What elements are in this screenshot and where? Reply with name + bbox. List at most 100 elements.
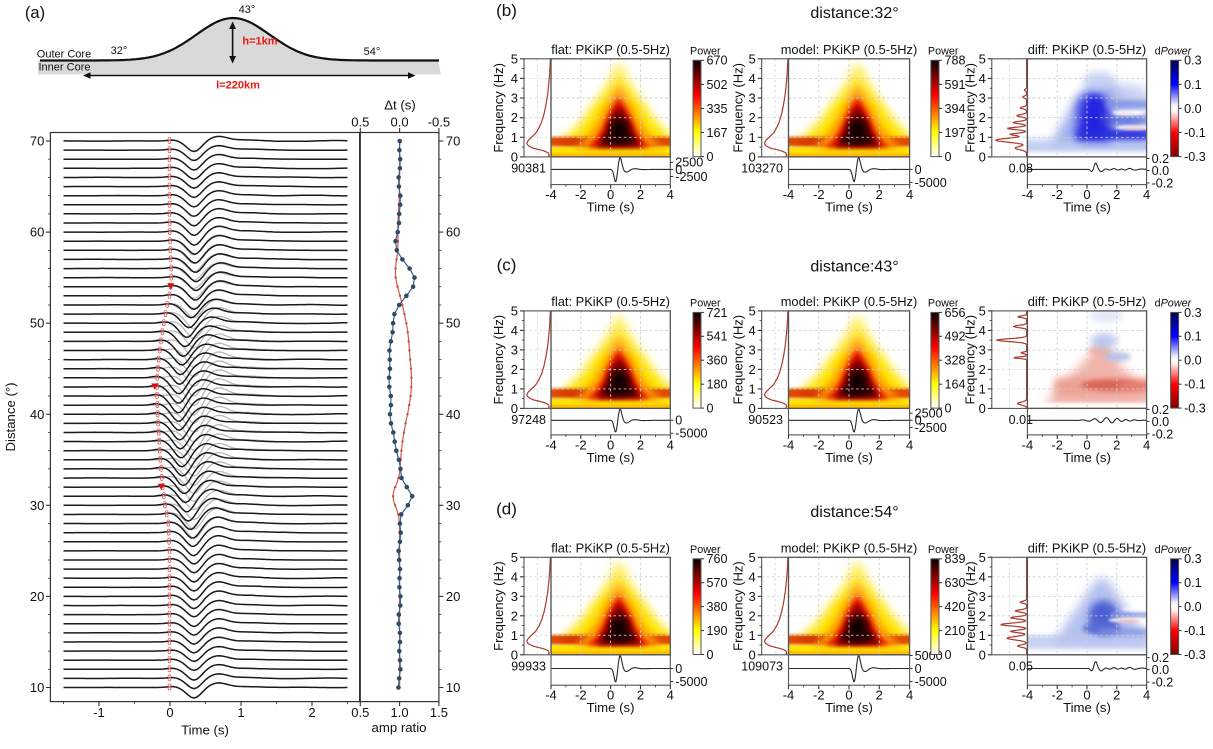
svg-text:0: 0 [511, 149, 518, 164]
svg-text:Frequency (Hz): Frequency (Hz) [491, 315, 506, 405]
svg-text:Time (s): Time (s) [1063, 700, 1111, 715]
svg-text:-2: -2 [575, 437, 587, 452]
svg-text:Time (s): Time (s) [587, 450, 635, 465]
svg-text:0: 0 [845, 688, 852, 703]
svg-text:-0.3: -0.3 [1184, 150, 1206, 164]
svg-text:-0.3: -0.3 [1184, 648, 1206, 662]
svg-text:0: 0 [607, 437, 614, 452]
svg-text:0: 0 [707, 648, 714, 662]
svg-text:0: 0 [166, 705, 173, 720]
svg-text:-2: -2 [813, 187, 825, 202]
svg-text:5: 5 [979, 550, 986, 565]
svg-text:1: 1 [748, 130, 755, 145]
svg-text:4: 4 [667, 688, 674, 703]
svg-text:-2: -2 [813, 688, 825, 703]
svg-text:model: PKiKP (0.5-5Hz): model: PKiKP (0.5-5Hz) [781, 294, 918, 309]
svg-text:2: 2 [511, 362, 518, 377]
svg-text:Frequency (Hz): Frequency (Hz) [963, 63, 978, 153]
svg-text:-0.5: -0.5 [428, 115, 450, 130]
svg-text:1: 1 [748, 381, 755, 396]
svg-text:40: 40 [446, 407, 460, 422]
svg-text:-5000: -5000 [675, 675, 707, 689]
svg-text:Time (s): Time (s) [1063, 450, 1111, 465]
svg-text:4: 4 [979, 569, 986, 584]
svg-text:Frequency (Hz): Frequency (Hz) [963, 315, 978, 405]
svg-text:0: 0 [945, 402, 952, 416]
svg-text:0: 0 [707, 150, 714, 164]
svg-text:dPower: dPower [1155, 544, 1192, 556]
svg-text:1: 1 [979, 381, 986, 396]
svg-text:l=220km: l=220km [216, 80, 260, 92]
svg-text:4: 4 [748, 569, 755, 584]
svg-text:721: 721 [707, 306, 728, 320]
svg-text:distance:32°: distance:32° [810, 5, 898, 22]
svg-text:Time (s): Time (s) [825, 700, 873, 715]
svg-text:Outer Core: Outer Core [37, 49, 91, 61]
svg-text:Power: Power [928, 45, 959, 57]
svg-text:0: 0 [1083, 437, 1090, 452]
svg-text:3: 3 [748, 91, 755, 106]
svg-text:70: 70 [30, 134, 44, 149]
svg-text:-0.2: -0.2 [1152, 176, 1174, 190]
svg-text:3: 3 [511, 342, 518, 357]
svg-text:60: 60 [446, 225, 460, 240]
svg-text:Time (s): Time (s) [825, 450, 873, 465]
svg-text:distance:54°: distance:54° [810, 504, 898, 521]
svg-text:20: 20 [446, 589, 460, 604]
svg-text:2: 2 [876, 187, 883, 202]
svg-text:0: 0 [915, 414, 922, 428]
svg-text:1: 1 [511, 130, 518, 145]
svg-text:360: 360 [707, 354, 728, 368]
svg-text:flat: PKiKP (0.5-5Hz): flat: PKiKP (0.5-5Hz) [551, 541, 670, 556]
svg-text:0: 0 [845, 187, 852, 202]
svg-text:2500: 2500 [915, 407, 943, 421]
svg-text:2: 2 [979, 608, 986, 623]
svg-text:-4: -4 [1022, 437, 1034, 452]
svg-text:0.0: 0.0 [391, 115, 409, 130]
svg-text:394: 394 [945, 102, 966, 116]
svg-text:5: 5 [748, 51, 755, 66]
svg-text:3: 3 [979, 589, 986, 604]
svg-text:0.1: 0.1 [1184, 330, 1202, 344]
svg-text:Frequency (Hz): Frequency (Hz) [491, 63, 506, 153]
svg-text:-0.3: -0.3 [1184, 402, 1206, 416]
svg-text:492: 492 [945, 330, 966, 344]
svg-text:197: 197 [945, 126, 966, 140]
svg-text:2: 2 [637, 688, 644, 703]
svg-text:2: 2 [1113, 688, 1120, 703]
svg-text:-2: -2 [813, 437, 825, 452]
svg-text:flat: PKiKP (0.5-5Hz): flat: PKiKP (0.5-5Hz) [551, 42, 670, 57]
svg-text:43°: 43° [239, 4, 256, 16]
svg-text:4: 4 [667, 187, 674, 202]
svg-text:2: 2 [637, 437, 644, 452]
svg-text:4: 4 [979, 323, 986, 338]
svg-text:5: 5 [979, 51, 986, 66]
svg-text:591: 591 [945, 78, 966, 92]
svg-text:Frequency (Hz): Frequency (Hz) [731, 561, 746, 651]
svg-text:-2500: -2500 [675, 170, 707, 184]
svg-text:(b): (b) [496, 1, 517, 20]
svg-text:4: 4 [979, 71, 986, 86]
svg-text:656: 656 [945, 306, 966, 320]
svg-text:-4: -4 [783, 187, 795, 202]
svg-text:4: 4 [511, 71, 518, 86]
svg-text:-4: -4 [545, 688, 557, 703]
svg-text:0: 0 [1083, 187, 1090, 202]
svg-text:20: 20 [30, 589, 44, 604]
svg-text:0.01: 0.01 [1009, 413, 1033, 427]
svg-text:-4: -4 [545, 187, 557, 202]
svg-text:2: 2 [979, 110, 986, 125]
svg-text:0: 0 [675, 163, 682, 177]
svg-text:-5000: -5000 [675, 427, 707, 441]
svg-text:Time (s): Time (s) [181, 723, 229, 738]
svg-text:Time (s): Time (s) [1063, 200, 1111, 215]
svg-text:109073: 109073 [741, 659, 783, 673]
svg-text:180: 180 [707, 378, 728, 392]
svg-text:-2500: -2500 [915, 421, 947, 435]
svg-text:-0.1: -0.1 [1184, 378, 1206, 392]
svg-text:2: 2 [748, 362, 755, 377]
svg-text:0.0: 0.0 [1184, 102, 1202, 116]
svg-text:2: 2 [748, 110, 755, 125]
svg-text:Power: Power [690, 544, 721, 556]
svg-text:60: 60 [30, 225, 44, 240]
